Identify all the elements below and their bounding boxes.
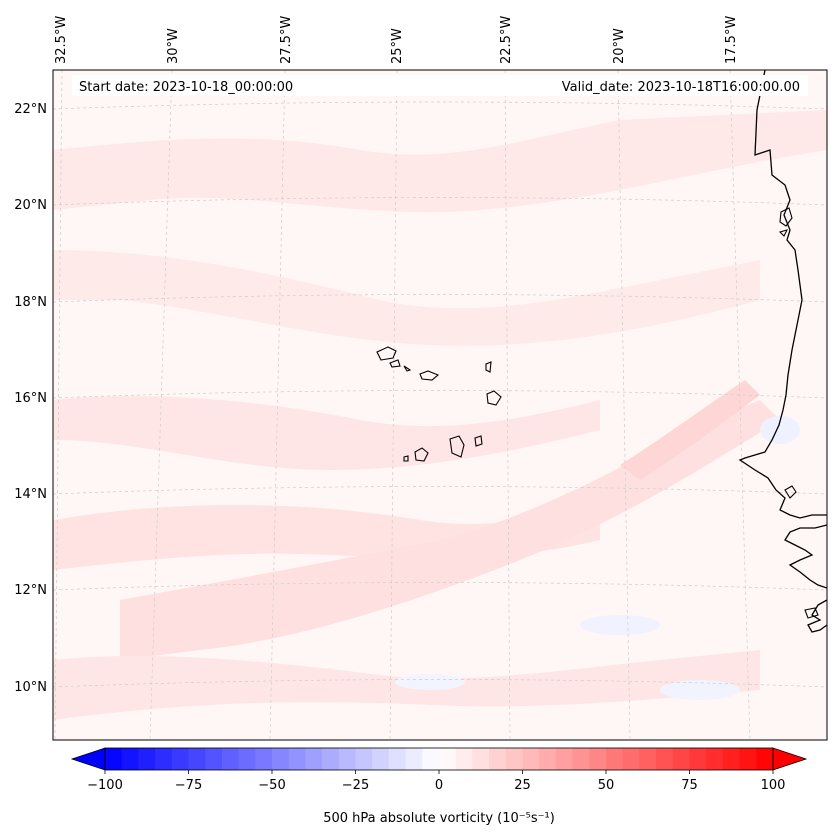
- africa-coastline: [807, 599, 827, 633]
- coastal-island: [804, 607, 819, 619]
- colorbar-segment: [656, 748, 674, 770]
- lon-label: 30°W: [166, 28, 181, 64]
- colorbar-segment: [422, 748, 440, 770]
- cape-verde-islands: [376, 346, 502, 462]
- colorbar-min-arrow: [70, 747, 106, 771]
- colorbar-tick-label: 75: [681, 778, 698, 793]
- lat-label: 22°N: [14, 102, 47, 117]
- colorbar-tick-label: 50: [598, 778, 615, 793]
- colorbar-segment: [388, 748, 407, 770]
- colorbar-segment: [489, 748, 507, 770]
- colorbar-segment: [238, 748, 256, 770]
- colorbar-segment: [355, 748, 373, 770]
- colorbar-segment: [722, 748, 741, 770]
- colorbar-segment: [522, 748, 540, 770]
- colorbar-segment: [689, 748, 707, 770]
- colorbar-segment: [338, 748, 357, 770]
- coastal-island: [779, 207, 793, 227]
- colorbar-segment: [155, 748, 173, 770]
- colorbar-tick-label: −100: [87, 778, 123, 793]
- lon-label: 20°W: [612, 28, 627, 64]
- lon-label: 25°W: [390, 28, 405, 64]
- colorbar-segment: [255, 748, 273, 770]
- colorbar-segment: [372, 748, 390, 770]
- colorbar-tick-label: −25: [342, 778, 369, 793]
- lon-label: 17.5°W: [724, 16, 739, 64]
- colorbar-segment: [171, 748, 190, 770]
- africa-coastline: [784, 524, 827, 589]
- start-date-label: Start date: 2023-10-18_00:00:00: [79, 80, 293, 95]
- vorticity-band: [53, 396, 600, 470]
- colorbar-segment: [539, 748, 557, 770]
- colorbar-ticks: −100 −75 −50 −25 0 25 50 75 100: [87, 770, 785, 793]
- grid-lines: [53, 70, 827, 740]
- lon-label: 27.5°W: [279, 16, 294, 64]
- colorbar-segment: [121, 748, 139, 770]
- colorbar-segment: [606, 748, 624, 770]
- lat-label: 14°N: [14, 487, 47, 502]
- map-border: [52, 69, 828, 741]
- lat-label: 12°N: [14, 583, 47, 598]
- colorbar-tick-label: 25: [514, 778, 531, 793]
- longitude-labels: 32.5°W 30°W 27.5°W 25°W 22.5°W 20°W 17.5…: [54, 16, 739, 64]
- colorbar-tick-label: 100: [761, 778, 786, 793]
- colorbar-segment: [756, 748, 774, 770]
- lon-label: 22.5°W: [499, 16, 514, 64]
- colorbar-segment: [455, 748, 473, 770]
- colorbar-segment: [288, 748, 306, 770]
- colorbar-segment: [639, 748, 657, 770]
- lat-label: 18°N: [14, 295, 47, 310]
- colorbar-segment: [672, 748, 691, 770]
- colorbar-segment: [221, 748, 240, 770]
- colorbar-segment: [138, 748, 156, 770]
- colorbar-segment: [505, 748, 524, 770]
- vorticity-negative-patch: [580, 615, 660, 635]
- colorbar-segment: [589, 748, 607, 770]
- colorbar-segment: [405, 748, 423, 770]
- colorbar-segment: [706, 748, 724, 770]
- colorbar-segment: [555, 748, 574, 770]
- colorbar-segment: [188, 748, 206, 770]
- colorbar-segment: [439, 748, 457, 770]
- vorticity-negative-patch: [760, 416, 800, 444]
- colorbar-segment: [272, 748, 290, 770]
- colorbar-segment: [739, 748, 757, 770]
- lat-label: 20°N: [14, 198, 47, 213]
- lat-label: 16°N: [14, 391, 47, 406]
- colorbar-segment: [572, 748, 590, 770]
- colorbar-label: 500 hPa absolute vorticity (10⁻⁵s⁻¹): [323, 811, 555, 826]
- vorticity-negative-patch: [660, 680, 740, 700]
- vorticity-band: [620, 380, 760, 480]
- colorbar-segments: [105, 748, 774, 770]
- colorbar-segment: [622, 748, 640, 770]
- vorticity-band: [53, 110, 827, 213]
- vorticity-band: [120, 400, 780, 660]
- africa-coastline: [738, 70, 827, 519]
- colorbar-segment: [322, 748, 340, 770]
- vorticity-negative-patch: [395, 674, 465, 690]
- colorbar-segment: [472, 748, 490, 770]
- colorbar-tick-label: 0: [435, 778, 443, 793]
- map-panel: [53, 70, 827, 740]
- colorbar-max-arrow: [772, 747, 808, 771]
- colorbar-segment: [105, 748, 123, 770]
- lat-label: 10°N: [14, 680, 47, 695]
- colorbar: −100 −75 −50 −25 0 25 50 75 100 500 hPa absolute…: [70, 747, 808, 826]
- vorticity-band: [53, 250, 760, 346]
- latitude-labels: 22°N 20°N 18°N 16°N 14°N 12°N 10°N: [14, 102, 47, 695]
- colorbar-segment: [305, 748, 323, 770]
- colorbar-segment: [205, 748, 223, 770]
- coastal-island: [778, 229, 789, 237]
- lon-label: 32.5°W: [54, 16, 69, 64]
- valid-date-label: Valid_date: 2023-10-18T16:00:00.00: [562, 80, 800, 95]
- coastal-island: [784, 485, 797, 499]
- colorbar-tick-label: −75: [175, 778, 202, 793]
- colorbar-tick-label: −50: [258, 778, 285, 793]
- date-banner: [72, 75, 808, 96]
